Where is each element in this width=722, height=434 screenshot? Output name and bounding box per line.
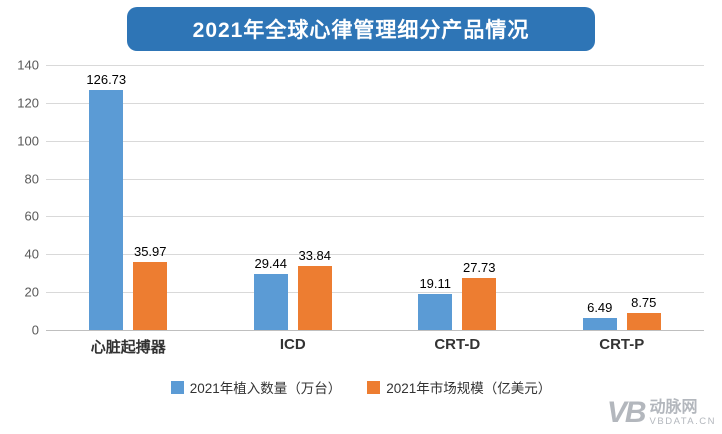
watermark-logo-icon: VB: [606, 396, 647, 429]
bar-column: 19.11: [418, 65, 453, 330]
chart-area: 0 20 40 60 80 100 120 140 126.73 35.97 29.44 33.84…: [10, 58, 704, 338]
bar: [582, 317, 617, 330]
bar-column: 6.49: [582, 65, 617, 330]
bar: [89, 90, 124, 330]
watermark-domain: VBDATA.CN: [649, 415, 716, 427]
bar: [418, 293, 453, 330]
gridline: [46, 102, 704, 104]
bar-value-label: 6.49: [587, 299, 613, 315]
y-tick-label: 120: [17, 95, 39, 111]
legend-label: 2021年市场规模（亿美元）: [386, 381, 552, 396]
legend-label: 2021年植入数量（万台）: [189, 381, 342, 396]
chart-title-banner: 2021年全球心律管理细分产品情况: [127, 7, 595, 51]
bar-groups: 126.73 35.97 29.44 33.84 19.11 27.73 6.49 8.75: [46, 65, 704, 330]
legend: 2021年植入数量（万台） 2021年市场规模（亿美元）: [0, 377, 722, 397]
watermark: VB 动脉网 VBDATA.CN: [607, 398, 716, 428]
y-tick-label: 60: [24, 208, 39, 224]
bar-column: 33.84: [297, 65, 332, 330]
gridline: [46, 292, 704, 294]
bar-value-label: 29.44: [254, 256, 288, 272]
bar-value-label: 27.73: [462, 259, 496, 275]
gridline: [46, 65, 704, 66]
legend-item: 2021年植入数量（万台）: [170, 377, 342, 397]
bar-value-label: 35.97: [133, 243, 167, 259]
gridline: [46, 216, 704, 218]
bar-value-label: 126.73: [86, 72, 127, 88]
watermark-name: 动脉网: [649, 398, 698, 416]
x-axis-line: [46, 330, 704, 331]
legend-item: 2021年市场规模（亿美元）: [367, 377, 551, 397]
chart-title: 2021年全球心律管理细分产品情况: [192, 19, 530, 42]
bar-group: 19.11 27.73: [375, 65, 540, 330]
bar-column: 8.75: [626, 65, 661, 330]
category-row: 心脏起搏器 ICD CRT-D CRT-P: [46, 336, 704, 357]
legend-swatch-icon: [170, 380, 184, 394]
y-tick-label: 40: [24, 246, 39, 262]
bar: [462, 277, 497, 330]
bar-value-label: 8.75: [631, 295, 657, 311]
y-tick-label: 80: [24, 171, 39, 187]
y-tick-label: 100: [17, 133, 39, 149]
bar-group: 29.44 33.84: [211, 65, 376, 330]
gridline: [46, 178, 704, 180]
category-label: 心脏起搏器: [90, 339, 166, 356]
y-axis: 0 20 40 60 80 100 120 140: [10, 58, 46, 338]
bar: [297, 265, 332, 330]
plot-area: 126.73 35.97 29.44 33.84 19.11 27.73 6.49 8.75: [46, 65, 704, 331]
bar-column: 126.73: [86, 65, 127, 330]
bar-value-label: 33.84: [298, 247, 332, 263]
bar-group: 6.49 8.75: [540, 65, 705, 330]
bar-column: 35.97: [133, 65, 168, 330]
y-tick-label: 20: [24, 284, 39, 300]
y-tick-label: 0: [31, 322, 39, 338]
category-label: CRT-D: [434, 336, 481, 353]
bar: [253, 274, 288, 330]
gridline: [46, 254, 704, 256]
y-tick-label: 140: [17, 57, 39, 73]
bar-value-label: 19.11: [419, 275, 452, 291]
legend-swatch-icon: [367, 380, 381, 394]
bar: [133, 261, 168, 330]
watermark-text: 动脉网 VBDATA.CN: [650, 399, 716, 427]
bar-column: 29.44: [253, 65, 288, 330]
category-label: ICD: [279, 336, 306, 353]
bar-group: 126.73 35.97: [46, 65, 211, 330]
bar: [626, 313, 661, 330]
bar-column: 27.73: [462, 65, 497, 330]
category-label: CRT-P: [599, 336, 645, 353]
gridline: [46, 140, 704, 142]
